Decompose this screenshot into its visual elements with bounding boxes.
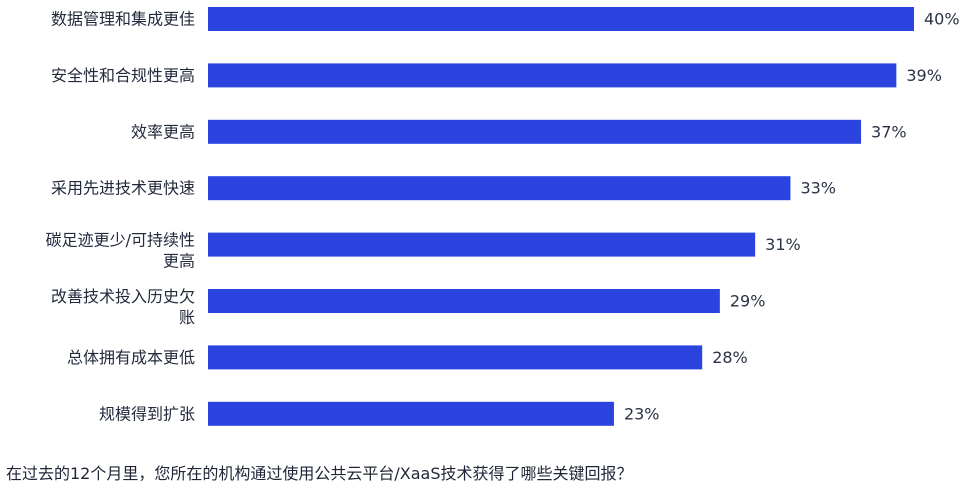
value-label-5: 31%: [765, 235, 801, 254]
bar-2: [208, 63, 897, 88]
survey-question-footnote: 在过去的12个月里，您所在的机构通过使用公共云平台/XaaS技术获得了哪些关键回…: [6, 464, 633, 483]
category-label-7: 总体拥有成本更低: [67, 348, 195, 367]
bar-6: [208, 289, 720, 313]
bar-7: [208, 345, 703, 370]
bar-1: [208, 7, 914, 31]
value-label-3: 37%: [871, 122, 907, 141]
value-label-2: 39%: [906, 66, 942, 85]
bar-8: [208, 401, 614, 426]
category-label-8: 规模得到扩张: [99, 404, 195, 423]
bar-4: [208, 176, 791, 201]
category-label-5-line-1: 碳足迹更少/可持续性: [46, 231, 195, 250]
bar-3: [208, 119, 862, 144]
value-label-6: 29%: [730, 292, 766, 311]
category-label-6-line-2: 账: [179, 308, 195, 327]
value-label-1: 40%: [924, 10, 960, 29]
category-label-3: 效率更高: [131, 122, 195, 141]
category-label-6-line-1: 改善技术投入历史欠: [51, 287, 195, 306]
category-label-5-line-2: 更高: [163, 252, 195, 271]
category-label-2: 安全性和合规性更高: [51, 66, 195, 85]
value-label-4: 33%: [800, 179, 836, 198]
bar-chart: 40% 数据管理和集成更佳 39% 安全性和合规性更高 37% 效率更高 33% 采用先进技术…: [46, 7, 960, 426]
value-label-8: 23%: [624, 404, 660, 423]
category-label-1: 数据管理和集成更佳: [51, 10, 195, 29]
value-label-7: 28%: [712, 348, 748, 367]
category-label-4: 采用先进技术更快速: [51, 179, 195, 198]
bar-5: [208, 232, 756, 257]
